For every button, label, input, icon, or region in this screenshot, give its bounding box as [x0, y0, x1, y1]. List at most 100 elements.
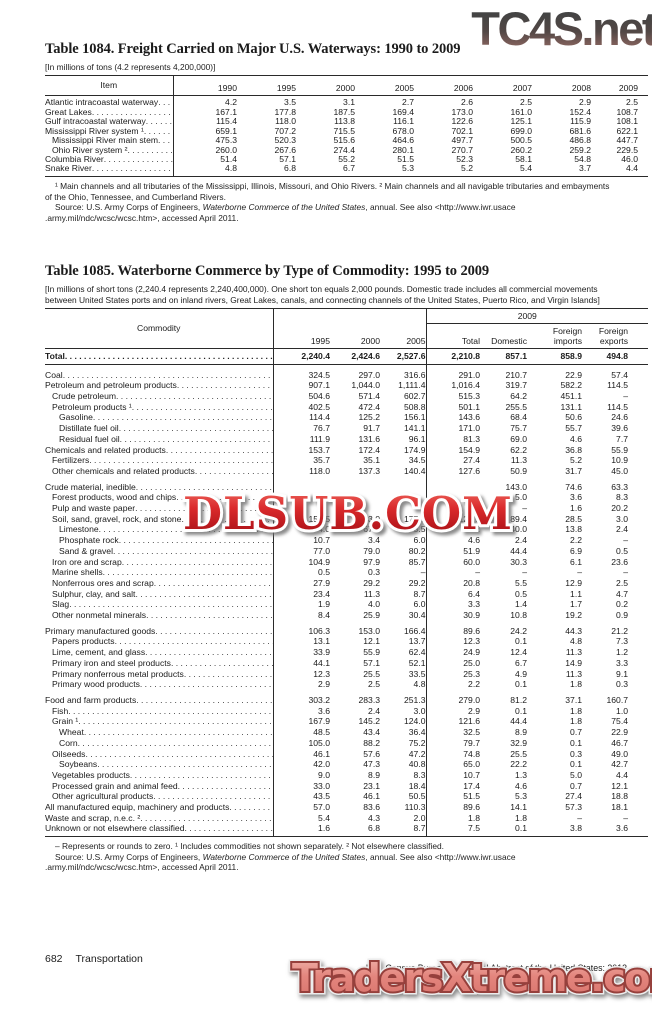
- row-label-cell: Primary nonferrous metal products: [45, 669, 273, 680]
- cell-value: 24.6: [611, 412, 628, 423]
- cell-value: [380, 503, 426, 514]
- cell-value: 571.4: [358, 391, 380, 401]
- cell-value: 108.7: [616, 106, 638, 117]
- cell-value: –: [577, 567, 582, 578]
- cell-value: 2.5: [520, 97, 532, 108]
- cell-value: 4.8: [413, 679, 426, 690]
- cell-value: 5.0: [515, 492, 527, 503]
- row-label: Primary iron and steel products: [52, 657, 171, 668]
- cell-value: 68.4: [510, 412, 527, 423]
- cell-value: [380, 477, 426, 493]
- cell-value: 1.0: [616, 705, 628, 716]
- cell-value: 51.4: [172, 154, 237, 165]
- cell-value: 2.2: [570, 535, 582, 546]
- row-label-cell: Fertilizers: [45, 455, 273, 466]
- cell-value: 3.1: [343, 97, 355, 108]
- cell-value: 171.0: [425, 423, 480, 434]
- cell-value: 3.4: [368, 535, 380, 546]
- cell-value: 153.0: [358, 625, 380, 636]
- row-label-cell: Limestone: [45, 524, 273, 535]
- cell-value: 9.1: [616, 668, 628, 679]
- cell-value: 279.0: [425, 689, 480, 706]
- cell-value: 8.9: [368, 769, 380, 780]
- cell-value: 497.7: [451, 135, 473, 146]
- cell-value: –: [577, 812, 582, 823]
- cell-value: 2,240.4: [272, 348, 330, 365]
- cell-value: 50.9: [510, 465, 527, 476]
- cell-value: 30.9: [425, 610, 480, 621]
- column-header-domestic: Domestic: [480, 323, 527, 349]
- cell-value: 0.5: [616, 545, 628, 556]
- row-label-cell: Forest products, wood and chips: [45, 492, 273, 503]
- cell-value: 81.2: [510, 694, 527, 705]
- row-label: Other chemicals and related products: [52, 465, 195, 476]
- cell-value: 28.5: [565, 513, 582, 524]
- dot-leader: [195, 466, 273, 477]
- dot-leader: [69, 599, 272, 610]
- dot-leader: [119, 423, 273, 434]
- cell-value: 5.2: [570, 455, 582, 466]
- cell-value: 4.4: [626, 163, 638, 174]
- dot-leader: [68, 706, 272, 717]
- cell-value: 13.8: [565, 524, 582, 535]
- cell-value: 3.0: [413, 705, 426, 716]
- row-label-cell: Columbia River: [45, 155, 173, 164]
- cell-value: 3.5: [284, 97, 296, 108]
- cell-value: 153.7: [272, 444, 330, 456]
- row-label: Great Lakes: [45, 107, 92, 117]
- dot-leader: [146, 117, 173, 126]
- cell-value: 260.2: [510, 144, 532, 155]
- cell-value: 57.4: [611, 369, 628, 380]
- cell-value: 1,044.0: [351, 380, 380, 391]
- table-row: Processed grain and animal feed 33.0 23.1 1…: [45, 780, 648, 792]
- table-row: Food and farm products 303.2 283.3 251.3279…: [45, 689, 648, 706]
- cell-value: 5.5: [515, 577, 527, 588]
- column-header-2005: 2005: [355, 75, 414, 97]
- cell-value: 2.2: [425, 679, 480, 690]
- table-row: Sulphur, clay, and salt 23.4 11.3 8.76.4 0.5…: [45, 588, 648, 600]
- cell-value: 2.4: [515, 535, 527, 546]
- cell-value: 74.8: [425, 748, 480, 760]
- cell-value: 0.7: [570, 727, 582, 738]
- cell-value: 1.8: [425, 812, 480, 824]
- row-label: Soybeans: [59, 759, 98, 770]
- cell-value: 22.2: [510, 759, 527, 770]
- row-label-cell: Total: [45, 348, 273, 365]
- cell-value: 515.3: [425, 391, 480, 402]
- cell-value: 0.1: [515, 705, 527, 716]
- cell-value: [272, 503, 330, 514]
- dot-leader: [140, 813, 272, 824]
- table-row: Forest products, wood and chips 5.0 3.6 8.3: [45, 492, 648, 504]
- dot-leader: [171, 658, 273, 669]
- cell-value: 31.7: [565, 465, 582, 476]
- cell-value: 166.4: [403, 625, 426, 636]
- cell-value: 113.8: [334, 116, 355, 127]
- cell-value: 141.1: [403, 423, 426, 434]
- cell-value: 27.4: [425, 455, 480, 466]
- cell-value: 4.6: [515, 780, 527, 791]
- cell-value: 447.7: [616, 135, 638, 146]
- dot-leader: [177, 380, 273, 391]
- cell-value: 1.8: [515, 812, 527, 823]
- table-row: Soybeans 42.0 47.3 40.865.0 22.2 0.1 42.7: [45, 759, 648, 770]
- cell-value: 49.0: [611, 748, 628, 759]
- cell-value: 702.1: [451, 125, 473, 136]
- dot-leader: [103, 567, 273, 578]
- cell-value: 51.5: [425, 791, 480, 803]
- table-row: Other nonmetal minerals 8.4 25.9 30.430.9 10…: [45, 610, 648, 621]
- cell-value: 80.2: [408, 545, 426, 556]
- cell-value: 316.6: [403, 369, 426, 380]
- cell-value: 472.4: [358, 401, 380, 412]
- cell-value: 508.8: [403, 401, 426, 412]
- dot-leader: [92, 164, 173, 173]
- table-row: Columbia River 51.4 57.1 55.2 51.5 52.3 58.1 54…: [45, 154, 648, 165]
- cell-value: 475.3: [172, 135, 237, 146]
- cell-value: 1.8: [570, 705, 582, 716]
- cell-value: 25.5: [510, 748, 527, 759]
- cell-value: 120.9: [425, 513, 480, 525]
- dot-leader: [93, 412, 273, 423]
- row-label-cell: Wheat: [45, 727, 273, 738]
- dot-leader: [158, 98, 172, 107]
